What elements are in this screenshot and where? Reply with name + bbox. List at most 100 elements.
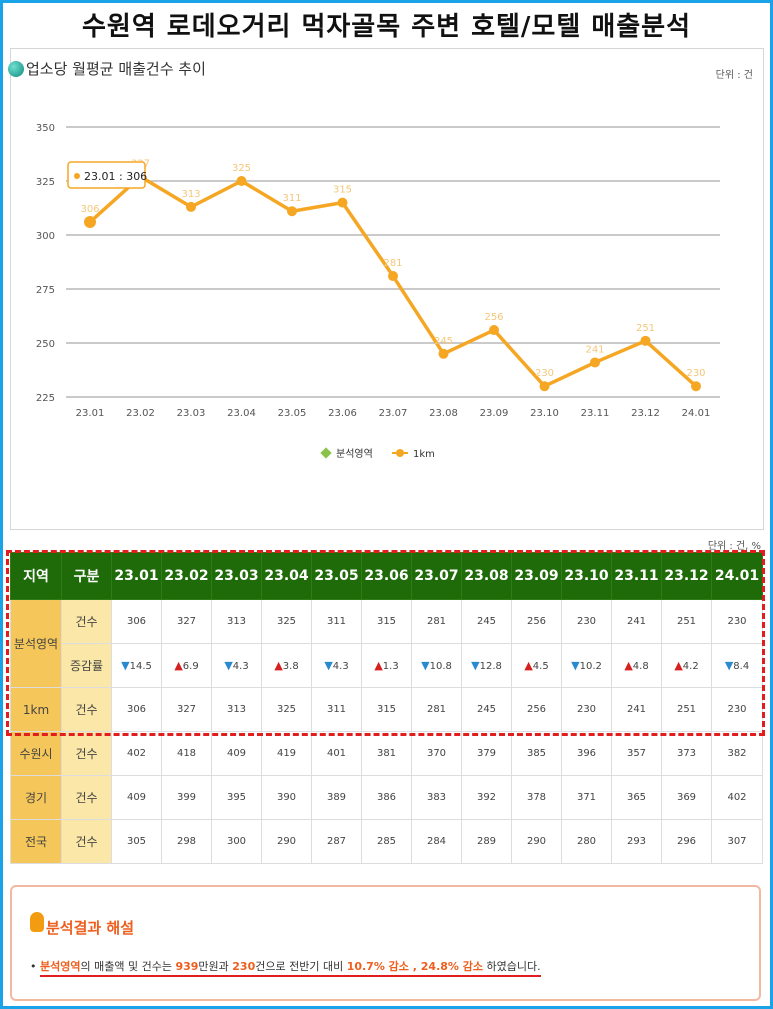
value-cell: 401 (311, 731, 362, 776)
result-change: 10.7% 감소 , 24.8% 감소 (346, 960, 483, 973)
result-text: • 분석영역의 매출액 및 건수는 939만원과 230건으로 전반기 대비 1… (30, 958, 541, 977)
table-unit: 단위 : 건, % (707, 541, 761, 552)
data-label: 230 (535, 368, 554, 379)
result-panel (10, 885, 761, 1001)
x-tick-label: 23.12 (631, 408, 660, 419)
value-cell: ▲6.9 (161, 643, 212, 688)
kind-cell: 건수 (61, 775, 112, 820)
value-cell: 251 (661, 599, 712, 644)
arrow-up-icon: ▲ (274, 659, 283, 672)
table-header-cell: 23.04 (261, 552, 312, 600)
table-row: 분석영역 건수 306 327 313 325 311 315 281 245 256 230 241 2… (10, 599, 763, 688)
arrow-down-icon: ▼ (724, 659, 734, 672)
y-tick-label: 250 (36, 339, 55, 350)
data-label: 313 (181, 189, 200, 200)
kind-cell: 건수 (61, 731, 112, 776)
x-tick-label: 23.01 (76, 408, 105, 419)
value-cell: 357 (611, 731, 662, 776)
kind-cell: 증감률 (61, 643, 112, 688)
value-cell: 386 (361, 775, 412, 820)
value-cell: 381 (361, 731, 412, 776)
arrow-up-icon: ▲ (174, 659, 183, 672)
data-label: 256 (484, 312, 503, 323)
y-tick-label: 325 (36, 177, 55, 188)
arrow-up-icon: ▲ (524, 659, 533, 672)
value-cell: 280 (561, 819, 612, 864)
value-cell: 256 (511, 687, 562, 732)
arrow-down-icon: ▼ (224, 659, 233, 672)
value-cell: ▲4.8 (611, 643, 662, 688)
kind-cell: 건수 (61, 819, 112, 864)
data-point (438, 348, 449, 359)
value-cell: 241 (611, 687, 662, 732)
value-cell: 371 (561, 775, 612, 820)
value-cell: 418 (161, 731, 212, 776)
result-text-part: 의 매출액 및 건수는 (80, 960, 176, 973)
value-cell: 378 (511, 775, 562, 820)
value-cell: 311 (311, 599, 362, 644)
bullet: • (30, 960, 37, 973)
table-header-cell: 23.01 (111, 552, 162, 600)
x-tick-label: 23.03 (177, 408, 206, 419)
value-cell: 290 (261, 819, 312, 864)
arrow-up-icon: ▲ (674, 659, 683, 672)
value-cell: 293 (611, 819, 662, 864)
y-tick-label: 350 (36, 123, 55, 134)
table-header-cell: 지역 (10, 552, 62, 600)
x-tick-label: 23.05 (278, 408, 307, 419)
value-cell: 327 (161, 687, 212, 732)
data-point (84, 216, 96, 229)
result-text-part: 건으로 전반기 대비 (255, 960, 347, 973)
region-cell: 분석영역 (10, 599, 62, 688)
value-cell: 325 (261, 687, 312, 732)
value-cell: ▲4.5 (511, 643, 562, 688)
data-point (691, 381, 701, 392)
value-cell: 385 (511, 731, 562, 776)
value-cell: 307 (711, 819, 763, 864)
region-cell: 전국 (10, 819, 62, 864)
table-header-cell: 24.01 (711, 552, 763, 600)
value-cell: 395 (211, 775, 262, 820)
data-point (186, 201, 196, 212)
result-region: 분석영역 (40, 960, 81, 973)
chart-unit: 단위 : 건 (715, 70, 753, 81)
table-row: 1km 건수 306 327 313 325 311 315 281 245 256 230 241 25… (10, 687, 763, 732)
value-cell: ▲3.8 (261, 643, 312, 688)
line-chart: 225 250 275 300 325 350 23.01 23.02 23.03 23.04 23… (36, 123, 720, 460)
page-title: 수원역 로데오거리 먹자골목 주변 호텔/모텔 매출분석 (82, 12, 691, 42)
arrow-down-icon: ▼ (471, 659, 480, 672)
value-cell: 230 (561, 599, 612, 644)
value-cell: 230 (711, 599, 763, 644)
value-cell: 298 (161, 819, 212, 864)
table-header-cell: 23.05 (311, 552, 362, 600)
value-cell: ▼4.3 (211, 643, 262, 688)
table-row: 경기 건수 409 399 395 390 389 386 383 392 378 371 365 369… (10, 775, 763, 820)
value-cell: 306 (111, 599, 162, 644)
value-cell: 409 (111, 775, 162, 820)
value-cell: 245 (461, 599, 512, 644)
data-label: 245 (434, 336, 453, 347)
data-point (640, 335, 651, 346)
data-point (236, 176, 247, 186)
value-cell: 230 (711, 687, 763, 732)
value-cell: 409 (211, 731, 262, 776)
value-cell: 383 (411, 775, 462, 820)
table-header-cell: 23.03 (211, 552, 262, 600)
data-label: 306 (80, 204, 99, 215)
value-cell: 289 (461, 819, 512, 864)
data-point (590, 357, 600, 368)
data-label: 251 (636, 323, 655, 334)
tooltip-box (67, 161, 146, 189)
value-cell: ▼12.8 (461, 643, 512, 688)
arrow-down-icon: ▼ (571, 659, 580, 672)
table-header-cell: 23.08 (461, 552, 512, 600)
value-cell: 396 (561, 731, 612, 776)
result-text-part: 만원과 (198, 960, 233, 973)
value-cell: 300 (211, 819, 262, 864)
value-cell: ▼10.2 (561, 643, 612, 688)
value-cell: 305 (111, 819, 162, 864)
value-cell: 287 (311, 819, 362, 864)
arrow-up-icon: ▲ (374, 659, 383, 672)
x-tick-label: 23.07 (379, 408, 408, 419)
value-cell: 313 (211, 687, 262, 732)
